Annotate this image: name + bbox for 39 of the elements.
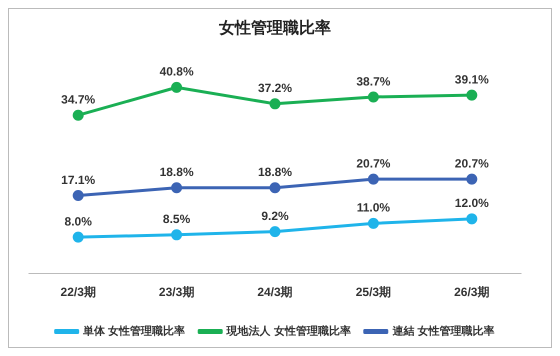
x-tick-label: 25/3期 [356, 285, 392, 300]
data-label: 39.1% [454, 72, 490, 86]
point [171, 82, 182, 93]
point [72, 110, 84, 121]
point [171, 229, 182, 240]
x-tick-label: 24/3期 [257, 285, 293, 300]
data-label: 37.2% [258, 81, 292, 96]
data-label: 18.8% [258, 165, 292, 180]
data-label: 20.7% [356, 156, 391, 170]
legend-label: 単体 女性管理職比率 [82, 324, 186, 338]
point [270, 226, 280, 238]
x-tick-label: 26/3期 [454, 285, 490, 300]
data-label: 9.2% [261, 208, 289, 223]
legend-label: 現地法人 女性管理職比率 [226, 324, 351, 338]
point [171, 182, 182, 194]
data-label: 12.0% [454, 196, 490, 210]
data-label: 34.7% [61, 92, 96, 107]
point [270, 182, 280, 194]
data-label: 38.7% [356, 74, 391, 88]
x-tick-label: 23/3期 [158, 285, 194, 300]
chart-title: 女性管理職比率 [218, 18, 331, 38]
data-label: 18.8% [160, 165, 194, 180]
legend-label: 連結 女性管理職比率 [391, 324, 494, 338]
point [368, 174, 379, 185]
data-label: 11.0% [356, 200, 390, 215]
data-label: 8.5% [162, 212, 191, 226]
point [72, 190, 84, 202]
point [466, 213, 478, 224]
point [270, 98, 280, 110]
x-tick-label: 22/3期 [60, 285, 96, 300]
point [368, 218, 379, 229]
point [466, 174, 478, 185]
data-label: 40.8% [160, 64, 194, 79]
point [368, 91, 379, 102]
data-label: 17.1% [61, 172, 96, 187]
point [72, 232, 84, 243]
data-label: 20.7% [454, 156, 490, 170]
point [466, 90, 478, 101]
data-label: 8.0% [64, 214, 92, 228]
